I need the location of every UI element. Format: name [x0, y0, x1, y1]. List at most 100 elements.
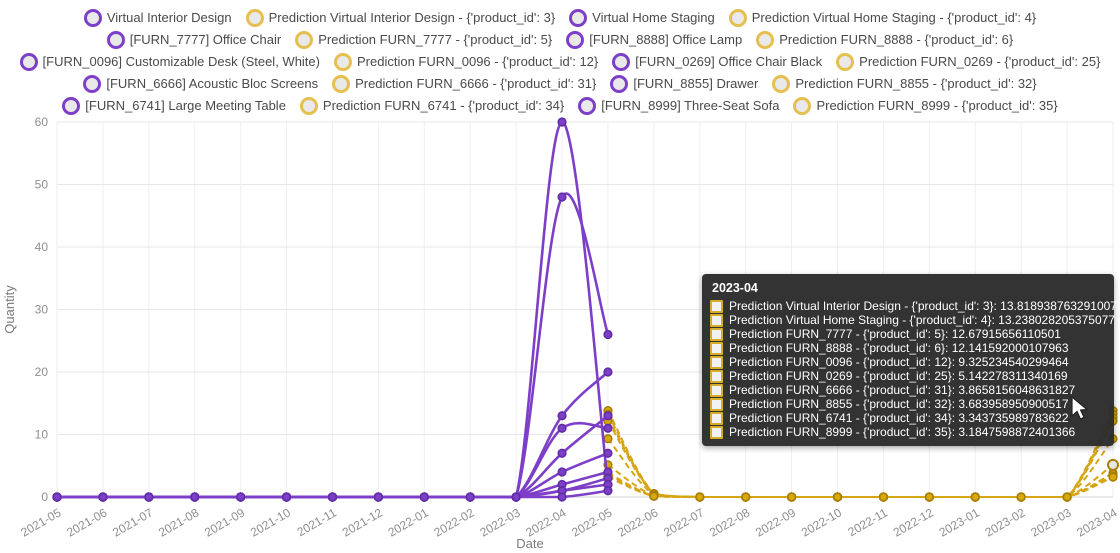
prediction-series-marker-icon: [245, 8, 264, 27]
data-point-marker[interactable]: [970, 492, 980, 502]
prediction-line-15: [607, 473, 1114, 499]
x-tick-label: 2021-08: [156, 505, 201, 539]
legend-item-label: Prediction Virtual Home Staging - {'prod…: [751, 10, 1037, 25]
x-tick-label: 2023-01: [937, 505, 982, 539]
legend-item-9[interactable]: Prediction FURN_0096 - {'product_id': 12…: [333, 52, 598, 71]
legend-item-2[interactable]: Virtual Home Staging: [569, 8, 715, 27]
data-point-marker[interactable]: [557, 411, 567, 421]
legend-item-7[interactable]: Prediction FURN_8888 - {'product_id': 6}: [756, 30, 1013, 49]
data-point-marker[interactable]: [741, 492, 751, 502]
data-point-marker[interactable]: [373, 492, 383, 502]
prediction-line-11: [607, 464, 1114, 499]
x-tick-label: 2022-02: [432, 505, 477, 539]
data-point-marker[interactable]: [557, 467, 567, 477]
legend-item-11[interactable]: Prediction FURN_0269 - {'product_id': 25…: [836, 52, 1100, 71]
data-point-marker[interactable]: [465, 492, 475, 502]
legend-item-4[interactable]: [FURN_7777] Office Chair: [106, 30, 282, 49]
legend-item-label: [FURN_0269] Office Chair Black: [635, 54, 823, 69]
tooltip-row-text: Prediction FURN_6666 - {'product_id': 31…: [729, 383, 1076, 397]
data-point-marker[interactable]: [603, 448, 613, 458]
x-tick-label: 2022-12: [891, 505, 936, 539]
actual-series-marker-icon: [83, 74, 102, 93]
legend-item-label: [FURN_6741] Large Meeting Table: [85, 98, 286, 113]
data-point-marker[interactable]: [603, 423, 613, 433]
x-tick-label: 2022-04: [523, 505, 568, 539]
legend-item-14[interactable]: [FURN_8855] Drawer: [610, 74, 758, 93]
data-point-marker[interactable]: [557, 423, 567, 433]
legend-item-label: Prediction Virtual Interior Design - {'p…: [268, 10, 556, 25]
tooltip-row-6: Prediction FURN_6666 - {'product_id': 31…: [710, 383, 1106, 397]
x-tick-label: 2023-03: [1028, 505, 1073, 539]
data-point-marker[interactable]: [98, 492, 108, 502]
data-point-marker[interactable]: [787, 492, 797, 502]
prediction-series-marker-icon: [836, 52, 855, 71]
legend-item-3[interactable]: Prediction Virtual Home Staging - {'prod…: [728, 8, 1037, 27]
prediction-series-marker-icon: [772, 74, 791, 93]
tooltip-series-swatch-icon: [710, 397, 723, 411]
legend-item-label: [FURN_0096] Customizable Desk (Steel, Wh…: [42, 54, 320, 69]
data-point-marker[interactable]: [878, 492, 889, 502]
data-point-marker[interactable]: [603, 411, 613, 421]
data-point-marker[interactable]: [603, 434, 613, 444]
legend-item-19[interactable]: Prediction FURN_8999 - {'product_id': 35…: [793, 96, 1058, 115]
actual-series-marker-icon: [569, 8, 588, 27]
data-point-marker[interactable]: [557, 117, 567, 127]
data-point-marker[interactable]: [557, 492, 567, 502]
y-tick-label: 50: [35, 178, 49, 192]
y-tick-label: 10: [35, 428, 49, 442]
data-point-marker[interactable]: [695, 492, 705, 502]
data-point-marker[interactable]: [1062, 492, 1072, 502]
data-point-marker[interactable]: [557, 448, 567, 458]
x-tick-label: 2022-05: [569, 505, 614, 539]
tooltip-row-text: Prediction Virtual Interior Design - {'p…: [729, 299, 1117, 313]
legend-item-18[interactable]: [FURN_8999] Three-Seat Sofa: [578, 96, 779, 115]
tooltip-series-swatch-icon: [710, 383, 723, 397]
legend-item-label: Prediction FURN_8999 - {'product_id': 35…: [816, 98, 1058, 113]
data-point-marker[interactable]: [557, 192, 567, 202]
x-tick-label: 2021-09: [202, 505, 247, 539]
data-point-marker[interactable]: [236, 492, 246, 502]
legend-item-13[interactable]: Prediction FURN_6666 - {'product_id': 31…: [332, 74, 596, 93]
data-point-marker[interactable]: [52, 492, 62, 502]
tooltip-row-3: Prediction FURN_8888 - {'product_id': 6}…: [710, 341, 1106, 355]
legend-item-8[interactable]: [FURN_0096] Customizable Desk (Steel, Wh…: [19, 52, 320, 71]
hovered-data-point-marker[interactable]: [1107, 458, 1119, 471]
data-point-marker[interactable]: [603, 329, 613, 340]
x-tick-label: 2021-10: [248, 505, 293, 539]
data-point-marker[interactable]: [1016, 492, 1026, 502]
legend: Virtual Interior Design Prediction Virtua…: [0, 4, 1120, 115]
data-point-marker[interactable]: [511, 492, 521, 502]
tooltip-series-swatch-icon: [710, 425, 723, 439]
legend-item-1[interactable]: Prediction Virtual Interior Design - {'p…: [245, 8, 556, 27]
x-tick-label: 2022-10: [799, 505, 844, 539]
legend-item-label: Prediction FURN_7777 - {'product_id': 5}: [318, 32, 553, 47]
mouse-cursor: [1071, 396, 1089, 420]
data-point-marker[interactable]: [327, 492, 338, 502]
data-point-marker[interactable]: [832, 492, 843, 502]
legend-item-12[interactable]: [FURN_6666] Acoustic Bloc Screens: [83, 74, 318, 93]
tooltip-row-2: Prediction FURN_7777 - {'product_id': 5}…: [710, 327, 1106, 341]
data-point-marker[interactable]: [924, 492, 934, 502]
legend-item-16[interactable]: [FURN_6741] Large Meeting Table: [62, 96, 286, 115]
x-tick-label: 2022-08: [707, 505, 752, 539]
legend-item-label: [FURN_7777] Office Chair: [129, 32, 282, 47]
data-point-marker[interactable]: [190, 492, 200, 502]
legend-item-17[interactable]: Prediction FURN_6741 - {'product_id': 34…: [299, 96, 564, 115]
tooltip-series-swatch-icon: [710, 341, 723, 355]
x-tick-label: 2022-07: [661, 505, 706, 539]
legend-item-10[interactable]: [FURN_0269] Office Chair Black: [612, 52, 822, 71]
data-point-marker[interactable]: [1108, 472, 1118, 482]
data-point-marker[interactable]: [419, 492, 429, 502]
legend-item-6[interactable]: [FURN_8888] Office Lamp: [566, 30, 742, 49]
data-point-marker[interactable]: [649, 491, 659, 501]
legend-item-5[interactable]: Prediction FURN_7777 - {'product_id': 5}: [295, 30, 552, 49]
actual-series-marker-icon: [62, 96, 81, 115]
data-point-marker[interactable]: [603, 367, 613, 377]
data-point-marker[interactable]: [603, 486, 613, 496]
data-point-marker[interactable]: [144, 492, 154, 502]
x-tick-label: 2022-03: [477, 505, 522, 539]
legend-item-15[interactable]: Prediction FURN_8855 - {'product_id': 32…: [772, 74, 1037, 93]
legend-item-0[interactable]: Virtual Interior Design: [83, 8, 232, 27]
data-point-marker[interactable]: [281, 492, 292, 502]
tooltip-series-swatch-icon: [710, 369, 723, 383]
